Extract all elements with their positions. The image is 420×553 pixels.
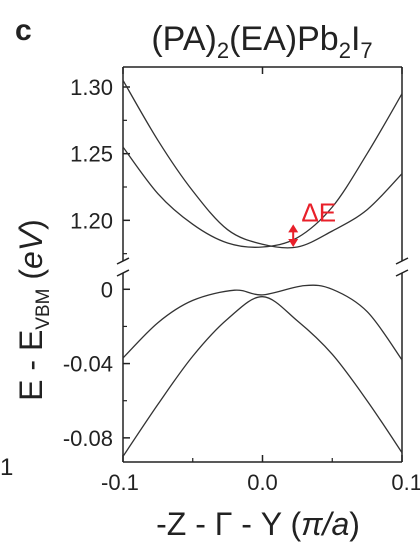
title-subscript: 2 xyxy=(217,38,229,63)
ylabel-close: ) xyxy=(13,219,49,230)
right-axis-break-mark xyxy=(395,257,409,265)
y-axis-label: E - EVBM (eV) xyxy=(13,219,54,401)
ylabel-subscript: VBM xyxy=(33,289,54,330)
title-part: I xyxy=(351,20,360,58)
title-part: (PA) xyxy=(151,20,216,58)
xlabel-main: -Z - Γ - Y ( xyxy=(156,506,301,542)
y-tick-label: -0.08 xyxy=(63,426,113,451)
conduction-band-curve-2 xyxy=(122,93,403,248)
x-tick-label: 0.1 xyxy=(391,470,420,495)
conduction-band-curve-1 xyxy=(122,79,403,249)
title-part: (EA)Pb xyxy=(229,20,339,58)
ylabel-italic: eV xyxy=(13,227,49,269)
x-axis-label: -Z - Γ - Y (π/a) xyxy=(156,506,360,542)
chart-title: (PA)2(EA)Pb2I7 xyxy=(151,20,372,63)
x-tick-label: 0.0 xyxy=(247,470,278,495)
stray-label: 1 xyxy=(0,454,13,481)
ylabel-open: ( xyxy=(13,269,49,289)
title-subscript: 7 xyxy=(360,38,372,63)
x-tick-label: -0.1 xyxy=(101,470,139,495)
right-axis-break-mark xyxy=(395,269,409,277)
y-tick-label: 0 xyxy=(101,277,113,302)
y-tick-label: 1.25 xyxy=(70,142,113,167)
xlabel-italic: π/a xyxy=(301,506,349,542)
delta-e-label: ΔE xyxy=(301,198,336,228)
y-tick-label: -0.04 xyxy=(63,352,113,377)
xlabel-close: ) xyxy=(349,506,360,542)
left-axis-break-mark xyxy=(116,269,130,277)
panel-label: c xyxy=(15,14,32,47)
ylabel-main: E - E xyxy=(13,330,49,401)
y-tick-label: 1.20 xyxy=(70,208,113,233)
valence-band-curve-1 xyxy=(122,284,403,361)
delta-e-arrow-head-up xyxy=(288,224,299,233)
valence-band-curve-2 xyxy=(122,296,403,457)
y-tick-label: 1.30 xyxy=(70,75,113,100)
plot-area: 1.30 1.25 1.20 0 -0.04 -0.08 -0.1 0.0 0.1 ΔE xyxy=(63,66,420,495)
delta-e-arrow-head-down xyxy=(288,239,299,247)
left-axis-break-mark xyxy=(116,257,130,265)
title-subscript: 2 xyxy=(339,38,351,63)
